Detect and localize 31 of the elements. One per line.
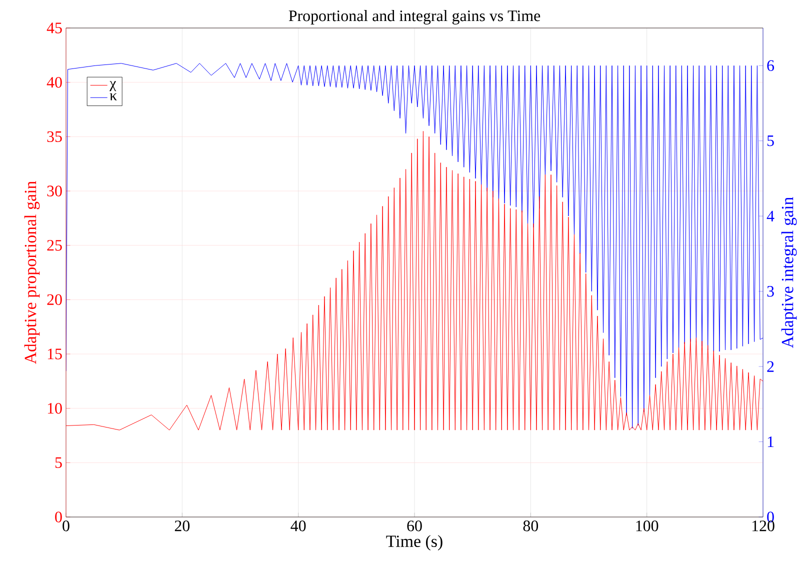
legend-label: κ	[110, 93, 117, 100]
y2-axis-title: Adaptive integral gain	[781, 197, 797, 348]
y-tick-label: 45	[46, 22, 62, 34]
legend-label: χ	[110, 81, 116, 92]
x-tick-label: 0	[62, 520, 70, 532]
x-tick-label: 80	[523, 520, 538, 532]
y2-tick-label: 1	[768, 436, 774, 448]
x-tick-label: 120	[752, 520, 774, 532]
y-tick-label: 0	[55, 512, 62, 522]
y2-tick-label: 3	[767, 286, 774, 297]
x-tick-label: 40	[290, 520, 306, 532]
y-tick-label: 25	[47, 240, 62, 251]
y2-tick-label: 5	[767, 136, 774, 146]
chart-title: Proportional and integral gains vs Time	[288, 10, 540, 24]
x-tick-label: 20	[174, 520, 190, 532]
line-series	[66, 130, 764, 430]
y2-tick-label: 0	[767, 512, 774, 522]
y-tick-label: 35	[47, 131, 62, 142]
y-tick-label: 10	[48, 402, 62, 414]
x-tick-label: 100	[636, 520, 658, 532]
y2-tick-label: 2	[767, 361, 774, 372]
y-tick-label: 40	[46, 76, 62, 88]
y2-tick-label: 4	[766, 210, 774, 222]
x-tick-label: 60	[407, 520, 422, 532]
y2-tick-label: 6	[767, 60, 774, 71]
y-tick-label: 20	[47, 294, 62, 306]
y-tick-label: 5	[55, 457, 62, 468]
y-tick-label: 15	[48, 348, 62, 360]
y-axis-title: Adaptive proportional gain	[24, 181, 40, 364]
y-tick-label: 30	[47, 186, 62, 196]
x-axis-title: Time (s)	[386, 535, 442, 550]
